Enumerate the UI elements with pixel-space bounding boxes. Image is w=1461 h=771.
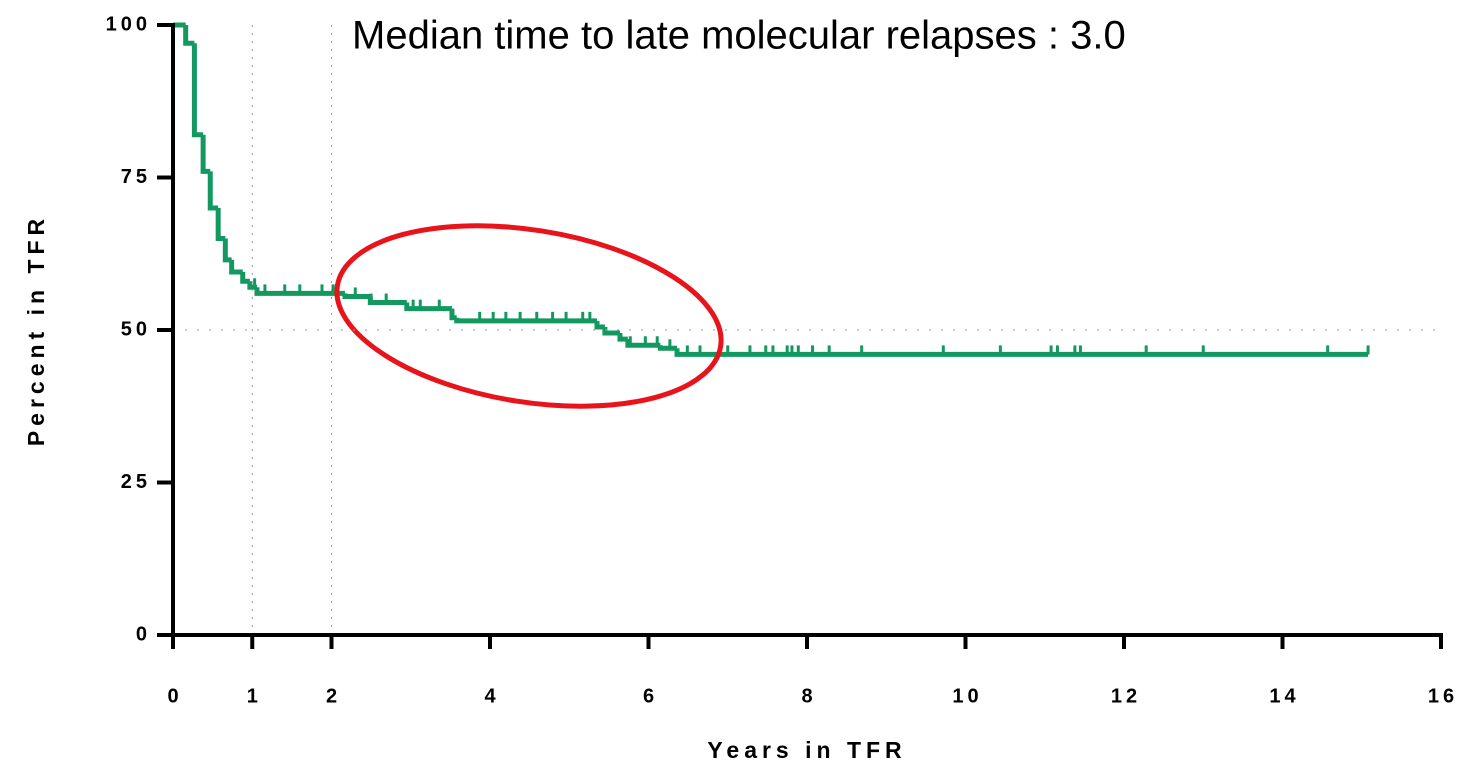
x-tick-label: 2 [326,685,341,707]
survival-step [183,25,195,46]
x-tick-label: 14 [1269,685,1299,707]
survival-step [367,296,407,306]
x-tick-label: 10 [952,685,982,707]
survival-step [215,208,226,241]
survival-step [342,293,371,299]
survival-step [594,320,605,330]
survival-step [625,339,661,348]
survival-step [200,134,211,174]
y-tick-label: 50 [121,318,151,340]
survival-step [674,348,1369,357]
x-tick-label: 12 [1111,685,1141,707]
survival-step [404,302,452,312]
survival-step [617,333,628,342]
y-tick-label: 25 [121,471,151,493]
annotation: Median time to late molecular relapses :… [352,14,1126,58]
x-axis-title: Years in TFR [707,737,906,763]
x-tick-label: 16 [1428,685,1458,707]
survival-step [657,345,678,351]
y-tick-label: 75 [121,166,151,188]
survival-step [229,259,243,275]
x-tick-label: 1 [247,685,262,707]
survival-step [454,317,597,324]
x-tick-label: 8 [801,685,816,707]
survival-step [222,238,232,263]
survival-step [240,272,250,284]
survival-step [602,326,620,336]
x-tick-label: 6 [643,685,658,707]
survival-step [191,43,204,138]
survival-step [449,308,457,321]
survival-step [254,287,345,296]
x-tick-label: 4 [484,685,499,707]
y-tick-label: 0 [136,623,151,645]
x-tick-label: 0 [167,685,182,707]
highlight-ellipse [334,223,724,409]
survival-step [207,171,219,211]
y-axis-title: Percent in TFR [23,214,49,446]
y-tick-label: 100 [106,13,151,35]
